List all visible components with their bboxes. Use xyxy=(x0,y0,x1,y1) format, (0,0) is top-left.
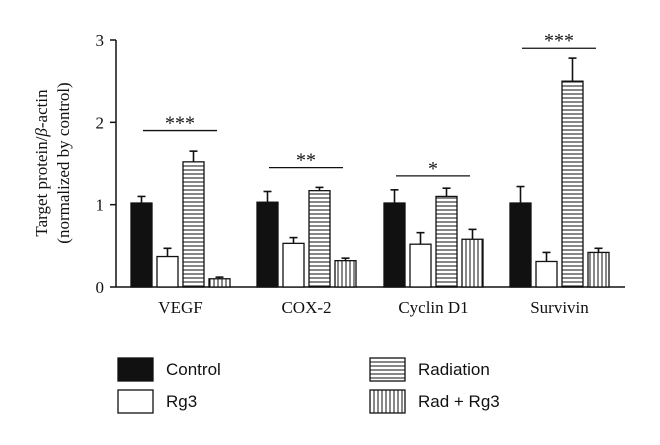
bar xyxy=(509,202,532,288)
bar xyxy=(535,260,558,288)
bar xyxy=(409,243,432,288)
bar xyxy=(561,80,584,288)
y-axis-label: Target protein/β-actin xyxy=(32,89,51,237)
x-tick-label: VEGF xyxy=(158,298,202,317)
significance-label: * xyxy=(428,158,438,180)
y-axis-label-beta: β xyxy=(32,128,51,138)
legend-label: Rad + Rg3 xyxy=(418,392,500,411)
legend-label: Radiation xyxy=(418,360,490,379)
significance-label: *** xyxy=(544,30,574,52)
x-tick-label: Cyclin D1 xyxy=(398,298,468,317)
legend-label: Control xyxy=(166,360,221,379)
bar xyxy=(383,202,406,288)
bar xyxy=(587,251,610,288)
bar xyxy=(256,201,279,288)
legend: Control Rg3 Radiation Rad + Rg3 xyxy=(117,357,500,414)
x-tick-label: Survivin xyxy=(530,298,589,317)
y-axis-label-part1: Target protein/ xyxy=(32,136,51,236)
bar xyxy=(130,202,153,288)
bar xyxy=(156,255,179,288)
legend-swatch xyxy=(369,389,406,414)
y-tick-label: 2 xyxy=(96,113,105,132)
y-axis-label-part2: -actin xyxy=(32,89,51,128)
bar xyxy=(435,195,458,288)
bar xyxy=(308,190,331,288)
significance-markers: ***** **** xyxy=(143,30,596,180)
significance-label: *** xyxy=(165,113,195,135)
bar xyxy=(461,238,484,288)
legend-swatch xyxy=(369,357,406,382)
y-tick-label: 1 xyxy=(96,196,105,215)
legend-swatch xyxy=(117,357,154,382)
bar xyxy=(182,161,205,288)
bar xyxy=(334,260,357,288)
legend-swatch xyxy=(117,389,154,414)
bar xyxy=(282,242,305,288)
y-axis-label-sub: (normalized by control) xyxy=(54,82,73,243)
y-tick-label: 3 xyxy=(96,31,105,50)
bar xyxy=(208,278,231,288)
y-tick-label: 0 xyxy=(96,278,105,297)
x-tick-label: COX-2 xyxy=(281,298,331,317)
legend-label: Rg3 xyxy=(166,392,197,411)
significance-label: ** xyxy=(296,150,316,172)
bars: VEGF COX-2 Cyclin D1 Survivin xyxy=(130,57,610,317)
